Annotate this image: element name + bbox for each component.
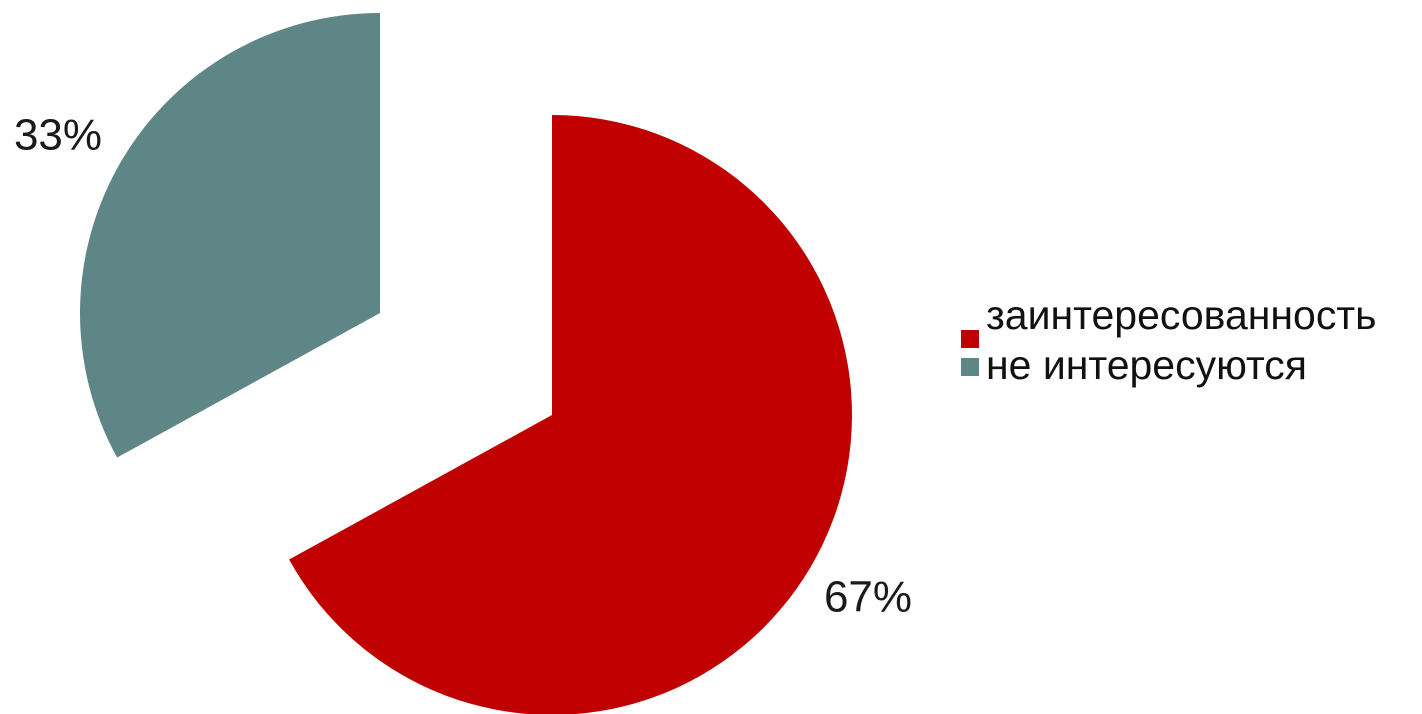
- data-label-interested: 67%: [824, 573, 912, 622]
- legend-swatch-interested: [961, 330, 979, 348]
- legend-item-not-interested: не интересуются: [958, 342, 1398, 388]
- pie-slice-not-interested: [79, 13, 381, 458]
- legend-item-interested: заинтересованность: [958, 292, 1398, 348]
- legend-swatch-not-interested: [961, 358, 979, 376]
- pie-slice-interested: [289, 115, 852, 714]
- data-label-not-interested: 33%: [14, 111, 102, 160]
- legend: заинтересованность не интересуются: [958, 292, 1398, 388]
- legend-label-interested: заинтересованность: [986, 292, 1377, 338]
- legend-label-not-interested: не интересуются: [986, 342, 1307, 388]
